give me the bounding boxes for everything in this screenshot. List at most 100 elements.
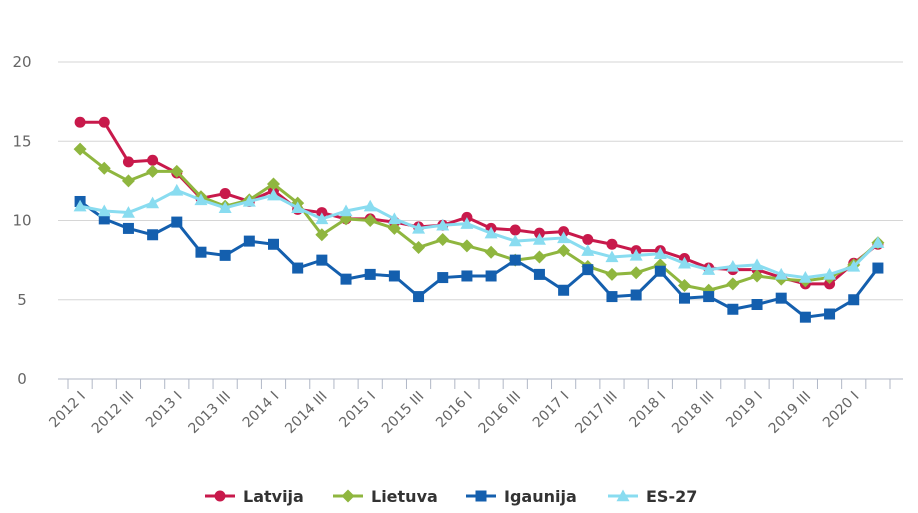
data-point bbox=[679, 292, 690, 304]
legend-marker bbox=[475, 490, 487, 502]
data-point bbox=[315, 212, 329, 225]
legend-label: Latvija bbox=[243, 487, 304, 506]
legend-item[interactable]: Lietuva bbox=[333, 487, 438, 506]
x-tick-label: 2015 I bbox=[336, 389, 379, 432]
data-point bbox=[194, 193, 208, 206]
data-point bbox=[363, 214, 377, 227]
legend-label: ES-27 bbox=[646, 487, 697, 506]
x-tick-label: 2016 I bbox=[433, 389, 476, 432]
legend-item[interactable]: ES-27 bbox=[608, 487, 697, 506]
data-point bbox=[195, 246, 207, 258]
y-tick-label: 15 bbox=[12, 132, 31, 150]
legend-marker bbox=[341, 489, 355, 503]
data-point bbox=[460, 217, 474, 229]
data-point bbox=[243, 235, 255, 247]
data-point bbox=[122, 222, 134, 234]
data-point bbox=[630, 289, 642, 301]
data-point bbox=[412, 240, 426, 254]
data-point bbox=[629, 248, 643, 261]
data-point bbox=[292, 262, 304, 274]
data-point bbox=[171, 216, 183, 228]
data-point bbox=[750, 269, 764, 283]
data-point bbox=[485, 270, 497, 282]
data-point bbox=[848, 294, 860, 306]
y-axis: 0 5 10 15 20 bbox=[12, 53, 31, 388]
data-point bbox=[316, 254, 328, 266]
x-tick-label: 2016 III bbox=[476, 389, 524, 437]
data-point bbox=[582, 234, 594, 246]
x-tick-label: 2019 I bbox=[723, 389, 766, 432]
x-tick-label: 2017 III bbox=[572, 389, 620, 437]
data-point bbox=[533, 268, 545, 280]
legend-item[interactable]: Igaunija bbox=[466, 487, 577, 506]
legend-item[interactable]: Latvija bbox=[205, 487, 304, 506]
data-point bbox=[847, 259, 861, 272]
data-point bbox=[436, 233, 450, 247]
data-point bbox=[824, 308, 836, 320]
data-point bbox=[605, 267, 619, 281]
x-tick-label: 2019 III bbox=[766, 389, 814, 437]
data-point bbox=[653, 247, 667, 259]
x-tick-label: 2013 I bbox=[143, 389, 186, 432]
data-point bbox=[147, 229, 159, 241]
data-point bbox=[146, 196, 160, 209]
x-tick-label: 2013 III bbox=[186, 389, 234, 437]
series-line bbox=[78, 120, 880, 286]
legend-label: Lietuva bbox=[371, 487, 438, 506]
series-line bbox=[78, 147, 880, 292]
data-point bbox=[97, 204, 111, 217]
data-point bbox=[606, 238, 618, 250]
data-point bbox=[388, 270, 400, 282]
legend-marker bbox=[616, 489, 630, 502]
data-point bbox=[871, 236, 885, 248]
data-point bbox=[484, 226, 498, 239]
data-point bbox=[97, 161, 111, 175]
data-point bbox=[146, 164, 160, 178]
data-point bbox=[340, 273, 352, 285]
series-lines bbox=[73, 116, 885, 323]
data-point bbox=[242, 194, 256, 207]
data-point bbox=[291, 201, 305, 214]
data-point bbox=[702, 263, 716, 275]
data-point bbox=[218, 201, 232, 214]
legend-label: Igaunija bbox=[504, 487, 577, 506]
x-tick-label: 2014 III bbox=[282, 389, 330, 437]
data-point bbox=[121, 174, 135, 188]
x-tick-label: 2012 I bbox=[46, 389, 89, 432]
data-point bbox=[363, 199, 377, 212]
data-point bbox=[387, 212, 401, 225]
data-point bbox=[412, 221, 426, 234]
data-point bbox=[582, 264, 594, 276]
data-point bbox=[147, 154, 159, 166]
data-point bbox=[727, 303, 739, 315]
data-point bbox=[98, 213, 110, 225]
data-point bbox=[798, 271, 812, 283]
y-tick-label: 20 bbox=[12, 53, 31, 71]
x-tick-label: 2018 III bbox=[669, 389, 717, 437]
y-tick-label: 5 bbox=[17, 291, 27, 309]
series-line bbox=[78, 199, 880, 319]
data-point bbox=[581, 244, 595, 256]
x-tick-label: 2012 III bbox=[89, 389, 137, 437]
data-point bbox=[799, 311, 811, 323]
series-lietuva bbox=[73, 142, 885, 297]
data-point bbox=[121, 206, 135, 218]
x-axis: 2012 I 2012 III 2013 I 2013 III 2014 I 2014 I… bbox=[46, 378, 903, 437]
data-point bbox=[750, 258, 764, 271]
data-point bbox=[339, 204, 353, 217]
data-point bbox=[413, 291, 425, 303]
data-point bbox=[73, 142, 87, 156]
data-point bbox=[509, 254, 521, 266]
data-point bbox=[606, 291, 618, 303]
data-point bbox=[508, 234, 522, 247]
data-point bbox=[74, 116, 86, 128]
x-tick-label: 2018 I bbox=[627, 389, 670, 432]
y-tick-label: 10 bbox=[12, 212, 31, 230]
data-point bbox=[461, 270, 473, 282]
series-line bbox=[78, 188, 880, 280]
data-point bbox=[557, 231, 571, 244]
data-point bbox=[437, 272, 449, 284]
series-igaunija bbox=[74, 195, 884, 323]
data-point bbox=[872, 262, 884, 274]
data-point bbox=[509, 224, 521, 236]
